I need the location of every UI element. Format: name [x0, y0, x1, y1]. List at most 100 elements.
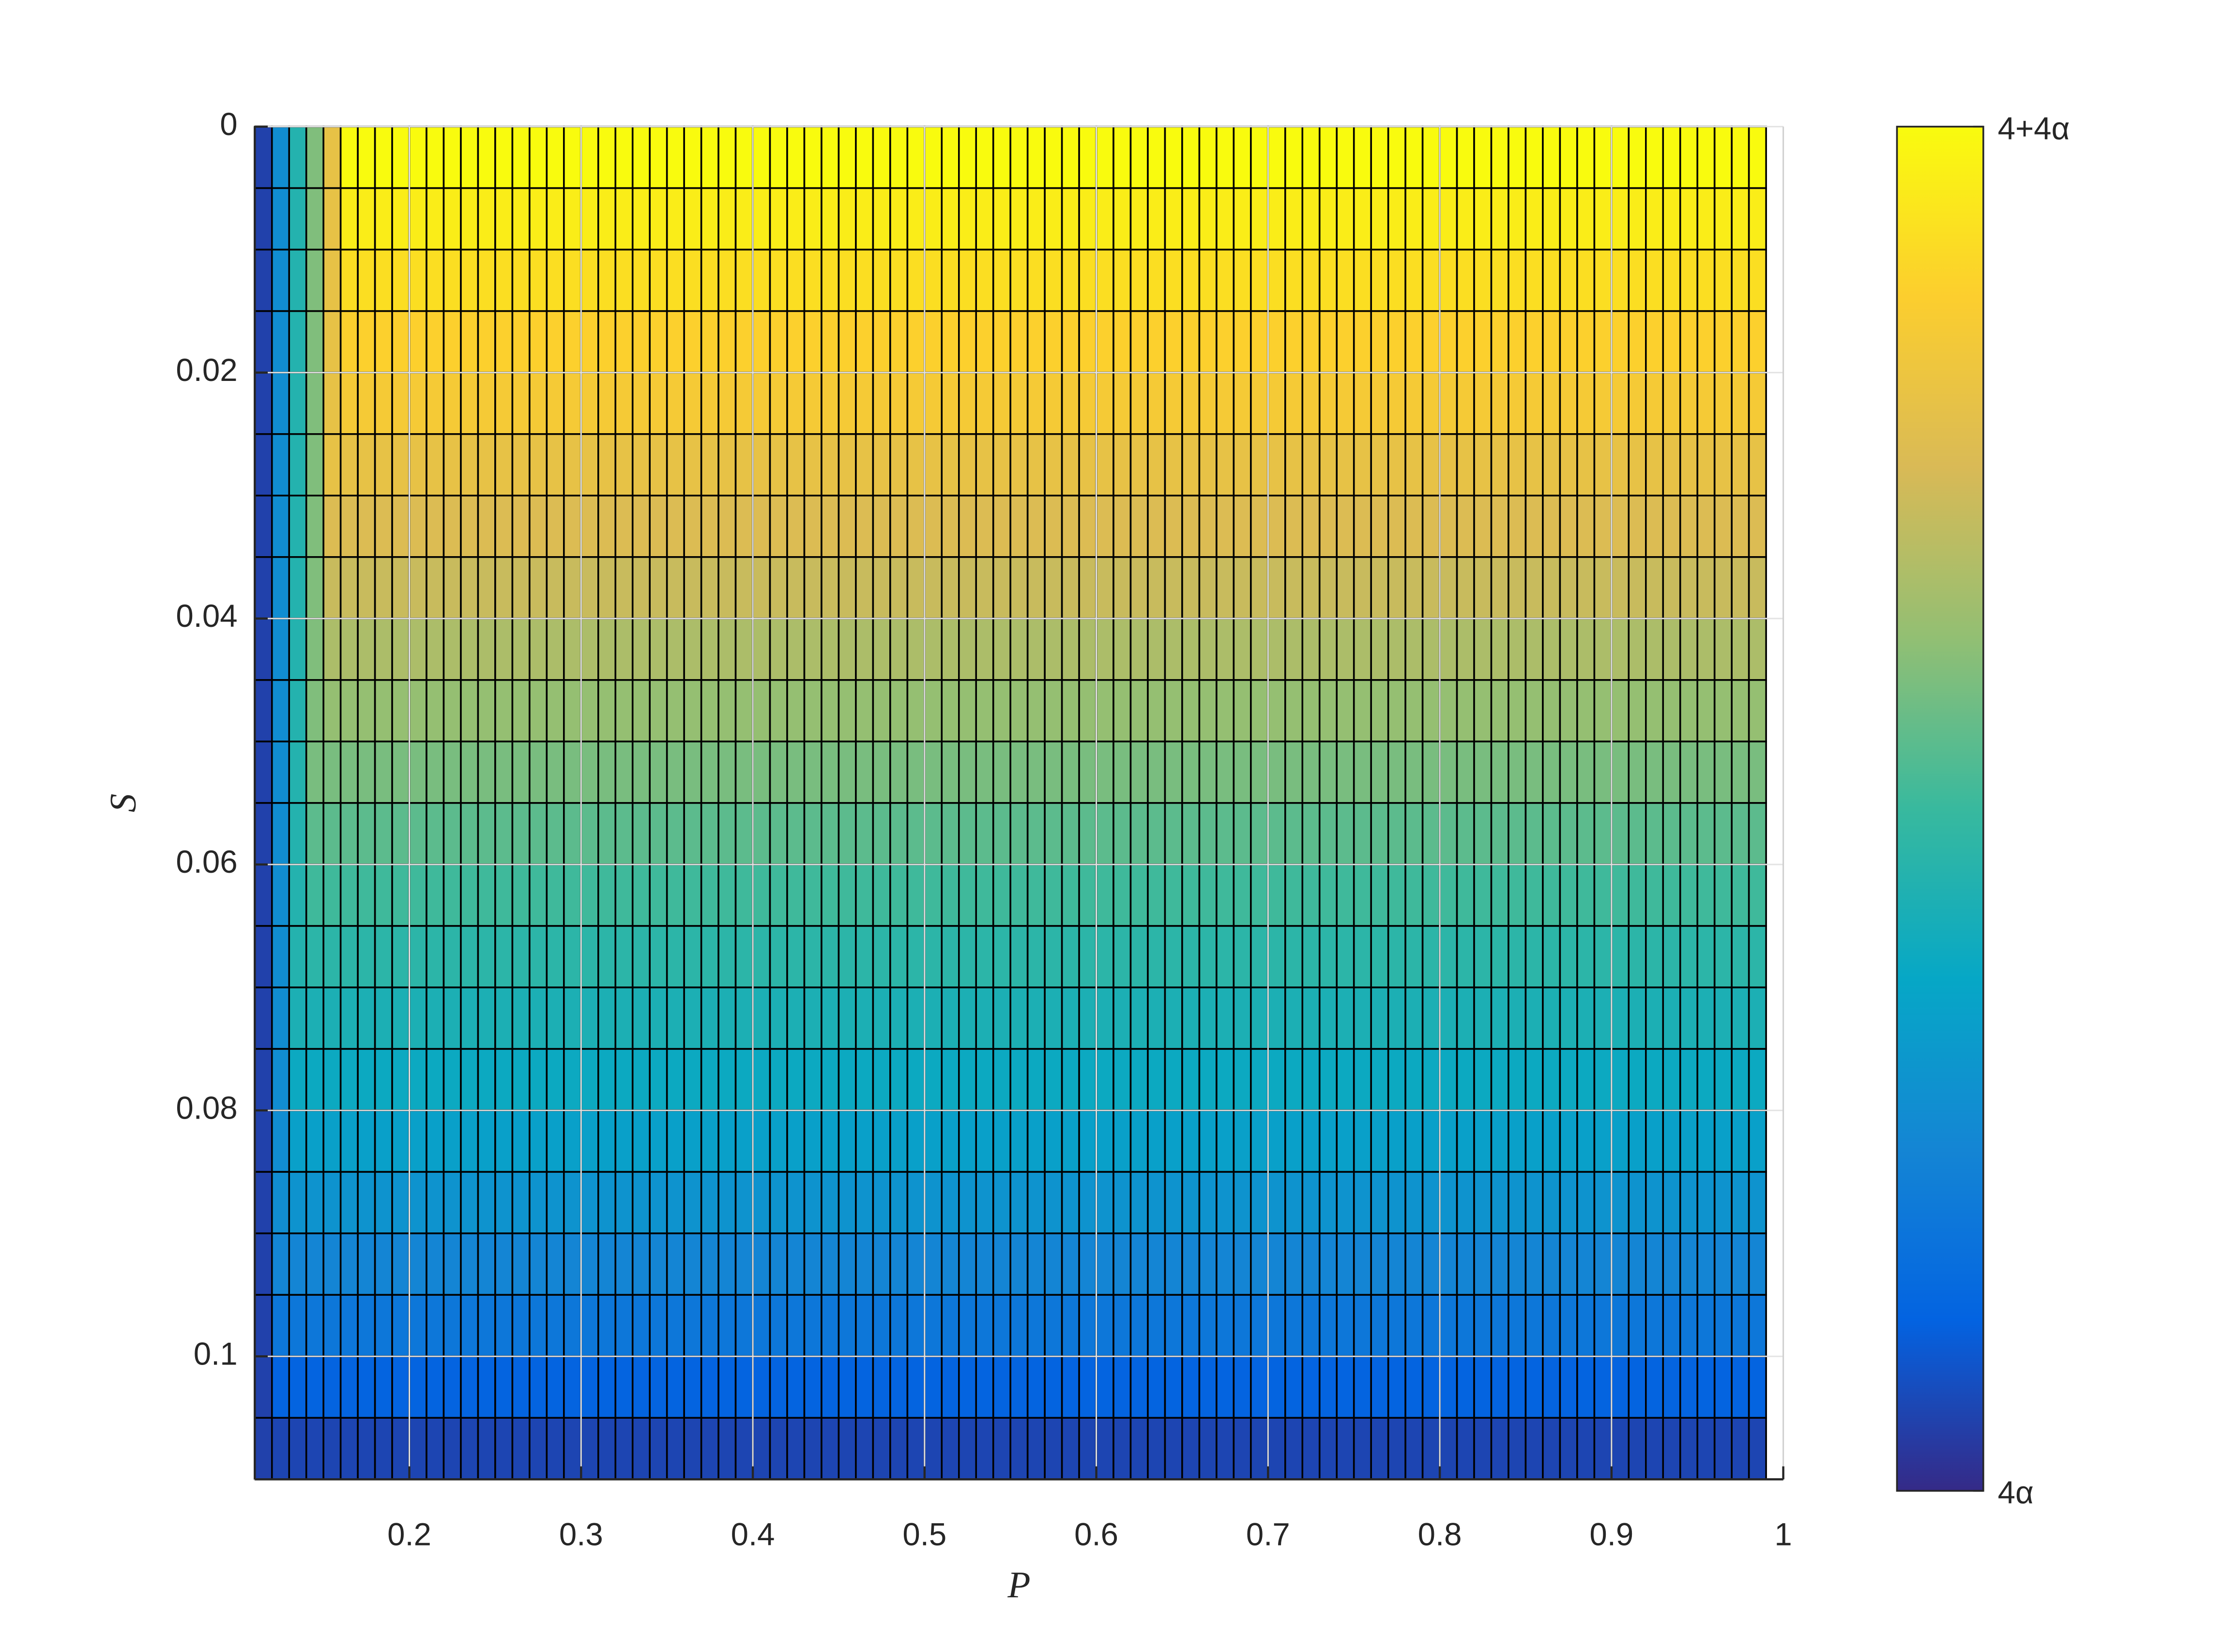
heatmap-cell	[563, 1171, 582, 1234]
heatmap-cell	[1198, 248, 1218, 312]
heatmap-cell	[1559, 433, 1578, 497]
heatmap-cell	[803, 187, 823, 251]
heatmap-cell	[1044, 310, 1063, 374]
heatmap-cell	[288, 495, 307, 558]
heatmap-cell	[1524, 1171, 1544, 1234]
heatmap-cell	[666, 925, 685, 988]
heatmap-cell	[889, 679, 909, 743]
heatmap-cell	[1198, 125, 1218, 189]
heatmap-cell	[1009, 1048, 1029, 1111]
heatmap-cell	[1404, 248, 1424, 312]
heatmap-cell	[855, 495, 874, 558]
heatmap-cell	[821, 125, 840, 189]
heatmap-cell	[1404, 1417, 1424, 1481]
heatmap-cell	[408, 679, 427, 743]
heatmap-cell	[855, 741, 874, 804]
heatmap-cell	[1404, 371, 1424, 435]
heatmap-cell	[1387, 1109, 1406, 1173]
heatmap-cell	[821, 1109, 840, 1173]
heatmap-cell	[872, 864, 891, 927]
heatmap-cell	[408, 925, 427, 988]
heatmap-cell	[838, 1417, 857, 1481]
heatmap-cell	[700, 925, 719, 988]
heatmap-cell	[1473, 1171, 1493, 1234]
heatmap-cell	[1164, 925, 1183, 988]
heatmap-cell	[597, 556, 617, 620]
heatmap-cell	[631, 1171, 651, 1234]
heatmap-cell	[1679, 925, 1699, 988]
heatmap-cell	[1044, 1417, 1063, 1481]
heatmap-cell	[1542, 618, 1561, 681]
heatmap-cell	[1576, 1417, 1596, 1481]
heatmap-cell	[305, 125, 324, 189]
heatmap-cell	[1731, 371, 1750, 435]
heatmap-cell	[683, 741, 702, 804]
heatmap-cell	[563, 1232, 582, 1296]
heatmap-cell	[1129, 1109, 1149, 1173]
heatmap-cell	[271, 864, 290, 927]
heatmap-cell	[580, 1048, 599, 1111]
heatmap-cell	[1301, 125, 1321, 189]
heatmap-cell	[1353, 618, 1372, 681]
heatmap-cell	[374, 986, 393, 1050]
heatmap-cell	[1216, 310, 1235, 374]
heatmap-cell	[1456, 248, 1475, 312]
heatmap-cell	[1061, 1355, 1080, 1419]
heatmap-cell	[357, 433, 376, 497]
heatmap-cell	[1524, 371, 1544, 435]
heatmap-cell	[700, 679, 719, 743]
heatmap-cell	[529, 1171, 548, 1234]
heatmap-cell	[1731, 1294, 1750, 1357]
heatmap-cell	[391, 433, 411, 497]
heatmap-cell	[1078, 556, 1097, 620]
heatmap-cell	[1026, 802, 1046, 865]
heatmap-cell	[1112, 187, 1132, 251]
heatmap-cell	[339, 679, 359, 743]
heatmap-cell	[1250, 679, 1269, 743]
heatmap-cell	[649, 679, 668, 743]
heatmap-cell	[1542, 986, 1561, 1050]
heatmap-cell	[992, 1294, 1011, 1357]
heatmap-cell	[580, 802, 599, 865]
heatmap-cell	[992, 1109, 1011, 1173]
heatmap-cell	[322, 310, 342, 374]
heatmap-cell	[1301, 371, 1321, 435]
heatmap-cell	[1713, 556, 1733, 620]
heatmap-cell	[1267, 1355, 1286, 1419]
heatmap-cell	[1301, 802, 1321, 865]
heatmap-cell	[1078, 433, 1097, 497]
heatmap-cell	[580, 986, 599, 1050]
heatmap-cell	[649, 1171, 668, 1234]
heatmap-cell	[786, 1171, 806, 1234]
heatmap-cell	[271, 248, 290, 312]
heatmap-cell	[1713, 618, 1733, 681]
heatmap-cell	[254, 495, 273, 558]
heatmap-cell	[322, 1355, 342, 1419]
heatmap-cell	[889, 864, 909, 927]
heatmap-cell	[614, 1109, 634, 1173]
heatmap-cell	[1593, 986, 1613, 1050]
heatmap-cell	[1542, 1232, 1561, 1296]
heatmap-cell	[975, 1417, 994, 1481]
heatmap-cell	[683, 1417, 702, 1481]
heatmap-cell	[374, 371, 393, 435]
heatmap-cell	[924, 1171, 943, 1234]
heatmap-cell	[769, 741, 788, 804]
heatmap-cell	[1112, 679, 1132, 743]
heatmap-cell	[1524, 310, 1544, 374]
heatmap-cell	[546, 741, 565, 804]
heatmap-cell	[1456, 1171, 1475, 1234]
heatmap-cell	[529, 1294, 548, 1357]
heatmap-cell	[1044, 556, 1063, 620]
x-axis-label: P	[1007, 1564, 1030, 1606]
heatmap-cell	[1524, 125, 1544, 189]
heatmap-cell	[700, 556, 719, 620]
heatmap-cell	[426, 187, 445, 251]
heatmap-cell	[992, 802, 1011, 865]
heatmap-cell	[1112, 248, 1132, 312]
heatmap-cell	[1250, 433, 1269, 497]
heatmap-cell	[1508, 618, 1527, 681]
heatmap-cell	[631, 556, 651, 620]
heatmap-cell	[1662, 1109, 1681, 1173]
heatmap-cell	[254, 1355, 273, 1419]
